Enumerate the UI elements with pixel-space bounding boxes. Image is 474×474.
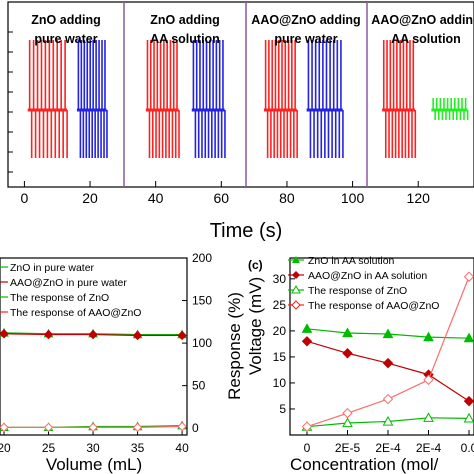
top-x-tick-label: 60 xyxy=(214,190,230,206)
panel-b-point xyxy=(88,422,98,433)
segment-4-title-line1: AAO@ZnO adding xyxy=(371,13,474,27)
panel-b-y2-tick-label: 200 xyxy=(192,251,212,265)
panel-c-point xyxy=(423,374,434,386)
panel-c-x-tick-label: 2E-4 xyxy=(416,441,442,455)
panel-b-point xyxy=(177,330,187,341)
panel-c-x-tick-label: 2E-4 xyxy=(375,441,401,455)
panel-b-y2-tick-label: 50 xyxy=(192,379,206,393)
panel-c-x-tick-label: 2E-5 xyxy=(335,441,361,455)
panel-c-point xyxy=(301,336,313,347)
top-x-tick-label: 80 xyxy=(279,190,295,206)
panel-b-x-tick-label: 40 xyxy=(175,441,189,455)
panel-b-legend-4: The response of AAO@ZnO xyxy=(10,307,141,319)
panel-c-point xyxy=(463,332,474,343)
panel-b-y2-tick-label: 150 xyxy=(192,294,212,308)
top-x-axis-ticks: 0 20 40 60 80 100 120 xyxy=(21,181,431,206)
panel-b: 20 25 30 35 40 200 150 100 50 0 ZnO in pure water… xyxy=(0,251,244,474)
panel-c-legend-4: The response of AAO@ZnO xyxy=(308,300,439,312)
panel-b-point xyxy=(132,422,143,433)
panel-c-point xyxy=(423,331,434,342)
panel-b-right-axis-label: Response (%) xyxy=(225,292,244,400)
segment-2-title-line1: ZnO adding xyxy=(150,13,219,27)
panel-c-frame xyxy=(289,257,474,436)
panel-b-point xyxy=(43,422,54,433)
panel-c-legend-2: AAO@ZnO in AA solution xyxy=(308,270,427,282)
segment-4-title-line2: AA solution xyxy=(391,32,461,46)
top-x-tick-label: 20 xyxy=(82,190,98,206)
panel-c-series-line-2 xyxy=(306,340,470,402)
panel-c: 30 25 20 15 10 5 0 2E-5 2E-4 2E-4 0.0 (c) ZnO in A… xyxy=(246,255,474,474)
panel-c-legend: ZnO in AA solution AAO@ZnO in AA solutio… xyxy=(288,255,439,312)
panel-c-y-tick-label: 20 xyxy=(273,324,287,338)
top-y-minor-ticks xyxy=(8,31,13,173)
panel-c-point xyxy=(342,327,353,338)
top-x-axis-label: Time (s) xyxy=(210,220,283,242)
panel-c-x-tick-label: 0.0 xyxy=(461,441,474,455)
panel-b-x-tick-label: 30 xyxy=(86,441,100,455)
panel-c-point xyxy=(382,415,394,426)
panel-b-x-axis-label: Volume (mL) xyxy=(46,455,142,474)
panel-c-x-axis-label: Concentration (mol/ xyxy=(290,455,439,474)
panel-c-y-tick-label: 15 xyxy=(273,350,287,364)
panel-b-y2-tick-label: 100 xyxy=(192,336,212,350)
segment-1-title-line1: ZnO adding xyxy=(31,13,100,27)
panel-b-x-tick-label: 25 xyxy=(42,441,56,455)
panel-c-series xyxy=(301,271,474,432)
panel-c-y-tick-label: 5 xyxy=(279,402,286,416)
panel-b-axes: 20 25 30 35 40 200 150 100 50 0 xyxy=(0,251,212,455)
panel-c-y-tick-label: 10 xyxy=(273,376,287,390)
panel-c-point xyxy=(423,412,434,422)
panel-b-point xyxy=(177,421,187,432)
panel-c-point xyxy=(301,323,313,333)
panel-time-series: 0 20 40 60 80 100 120 ZnO adding pure water Zn… xyxy=(7,1,474,242)
panel-b-x-tick-label: 20 xyxy=(0,441,11,455)
panel-b-point xyxy=(0,329,9,339)
segment-3-title-line2: pure water xyxy=(274,32,337,46)
panel-c-point xyxy=(342,417,353,428)
panel-c-legend-3: The response of ZnO xyxy=(308,285,407,297)
panel-b-series xyxy=(0,327,187,433)
segment-3-title-line1: AAO@ZnO adding xyxy=(251,13,360,27)
panel-c-point xyxy=(342,348,353,359)
panel-b-point xyxy=(88,329,98,340)
panel-b-point xyxy=(132,330,143,341)
panel-c-point xyxy=(382,393,394,405)
panel-c-point xyxy=(301,421,313,432)
segment-2-title-line2: AA solution xyxy=(150,32,220,46)
panel-b-legend-1: ZnO in pure water xyxy=(10,262,95,274)
panel-b-x-tick-label: 35 xyxy=(131,441,145,455)
panel-c-y-axis-label: Voltage (mV) xyxy=(246,277,265,375)
top-signal-traces xyxy=(27,40,469,158)
segment-1-title-line2: pure water xyxy=(34,32,97,46)
panel-c-point xyxy=(463,395,474,407)
panel-c-y-tick-label: 30 xyxy=(273,272,287,286)
top-x-tick-label: 120 xyxy=(407,190,431,206)
panel-c-label: (c) xyxy=(248,258,263,272)
panel-c-point xyxy=(463,412,474,423)
panel-b-point xyxy=(43,329,54,340)
panel-c-y-tick-label: 25 xyxy=(273,298,287,312)
panel-b-point xyxy=(0,422,9,433)
panel-c-point xyxy=(382,328,394,339)
panel-c-legend-1: ZnO in AA solution xyxy=(308,255,395,267)
panel-c-point xyxy=(463,271,474,282)
panel-b-y2-tick-label: 0 xyxy=(192,421,199,435)
top-plot-frame xyxy=(7,1,474,188)
panel-c-x-tick-label: 0 xyxy=(304,441,311,455)
top-x-tick-label: 100 xyxy=(341,190,365,206)
top-x-tick-label: 0 xyxy=(21,190,29,206)
panel-b-legend-3: The response of ZnO xyxy=(10,292,109,304)
top-x-tick-label: 40 xyxy=(148,190,164,206)
panel-c-point xyxy=(342,407,353,419)
panel-b-legend-2: AAO@ZnO in pure water xyxy=(10,277,127,289)
panel-b-legend: ZnO in pure water AAO@ZnO in pure water … xyxy=(0,262,141,319)
panel-c-point xyxy=(382,357,394,369)
